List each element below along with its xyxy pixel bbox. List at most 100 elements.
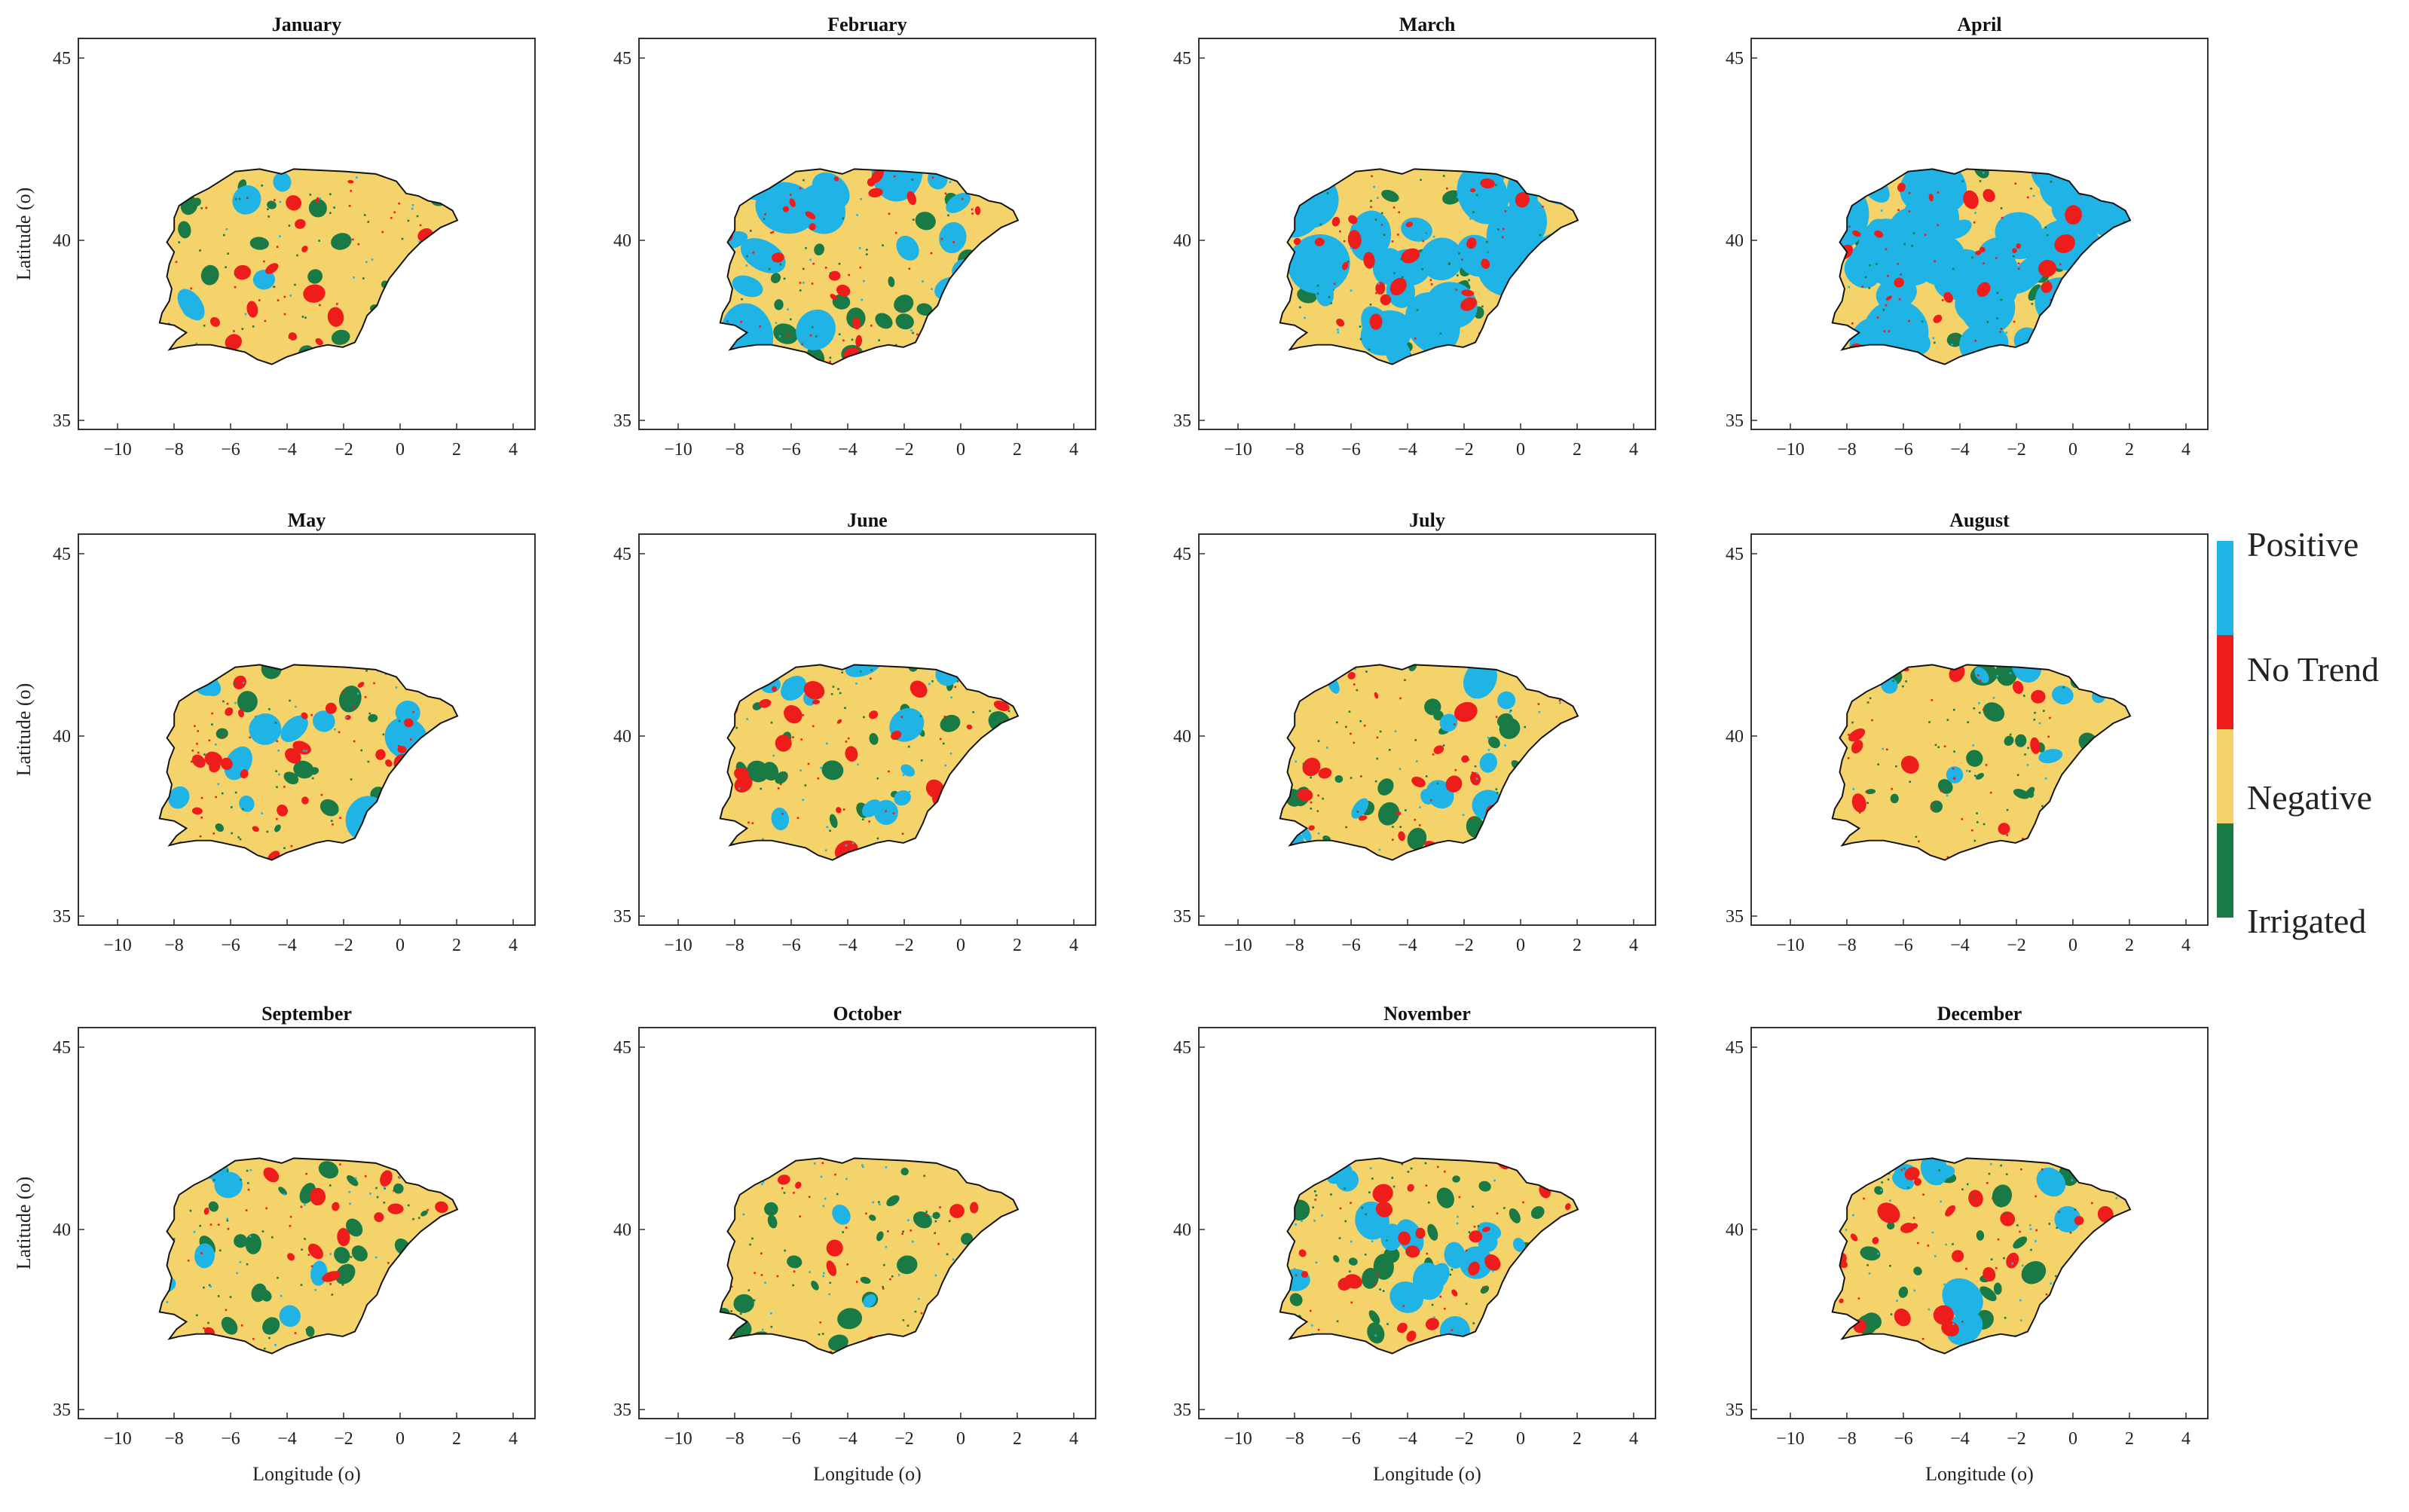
- speckle: [411, 807, 414, 810]
- speckle: [239, 1260, 242, 1263]
- no-trend-patch: [301, 712, 308, 719]
- positive-patch: [423, 769, 450, 796]
- speckle: [2001, 216, 2004, 219]
- speckle: [1559, 701, 1561, 704]
- speckle: [1961, 818, 1964, 820]
- irrigated-patch: [2015, 734, 2027, 747]
- speckle: [760, 787, 763, 790]
- no-trend-patch: [1301, 1271, 1309, 1278]
- speckle: [829, 773, 832, 776]
- positive-patch: [194, 1243, 216, 1269]
- speckle: [226, 702, 229, 705]
- x-tick-label: −10: [1776, 440, 1805, 460]
- no-trend-patch: [295, 218, 306, 229]
- positive-patch: [1420, 237, 1463, 281]
- panel-title: August: [1949, 509, 2010, 531]
- speckle: [2122, 779, 2125, 782]
- speckle: [876, 192, 879, 195]
- speckle: [973, 1253, 976, 1256]
- speckle: [219, 1182, 222, 1185]
- speckle: [367, 221, 370, 223]
- speckle: [1869, 697, 1872, 700]
- x-tick-label: −8: [1285, 936, 1304, 955]
- positive-patch: [781, 676, 807, 701]
- speckle: [295, 705, 297, 708]
- speckle: [1339, 1207, 1342, 1210]
- no-trend-patch: [1358, 815, 1368, 821]
- speckle: [1484, 670, 1487, 673]
- speckle: [1452, 353, 1455, 356]
- no-trend-patch: [263, 1167, 280, 1183]
- speckle: [1868, 1272, 1871, 1275]
- speckle: [2069, 1231, 2072, 1234]
- speckle: [1416, 309, 1419, 311]
- no-trend-patch: [2109, 335, 2124, 347]
- speckle: [781, 828, 784, 831]
- speckle: [1931, 1231, 1934, 1234]
- speckle: [760, 1274, 763, 1276]
- positive-patch: [1933, 249, 1986, 300]
- speckle: [1436, 1165, 1439, 1168]
- irrigated-patch: [961, 1233, 974, 1245]
- speckle: [1573, 231, 1575, 234]
- no-trend-patch: [240, 769, 249, 779]
- speckle: [2006, 808, 2009, 811]
- y-tick-label: 45: [1173, 49, 1191, 69]
- irrigated-patch: [811, 1281, 819, 1291]
- x-tick-label: 0: [956, 1429, 965, 1449]
- axes-frame: [1750, 38, 2209, 430]
- speckle: [1561, 805, 1564, 808]
- speckle: [1903, 1167, 1906, 1170]
- no-trend-patch: [1481, 258, 1490, 269]
- no-trend-patch: [836, 807, 842, 814]
- speckle: [1961, 1321, 1964, 1323]
- speckle: [1928, 721, 1931, 723]
- speckle: [289, 1215, 292, 1218]
- no-trend-patch: [344, 715, 351, 720]
- speckle: [1006, 735, 1009, 738]
- speckle: [1876, 179, 1879, 182]
- speckle: [1470, 817, 1473, 820]
- irrigated-patch: [2114, 808, 2131, 835]
- speckle: [799, 1215, 802, 1217]
- speckle: [2062, 790, 2065, 793]
- no-trend-patch: [2065, 205, 2082, 225]
- no-trend-patch: [403, 310, 419, 327]
- irrigated-patch: [773, 323, 798, 344]
- speckle: [209, 1285, 212, 1287]
- speckle: [952, 1258, 955, 1260]
- no-trend-patch: [2088, 261, 2102, 273]
- no-trend-patch: [1468, 1261, 1480, 1276]
- speckle: [1561, 255, 1564, 258]
- speckle: [1848, 225, 1851, 228]
- speckle: [1358, 1348, 1360, 1351]
- speckle: [357, 243, 360, 246]
- speckle: [989, 710, 992, 713]
- speckle: [2110, 1290, 2112, 1293]
- speckle: [1539, 234, 1542, 237]
- speckle: [1393, 1185, 1396, 1188]
- y-tick-label: 40: [613, 231, 631, 251]
- speckle: [1971, 829, 1973, 832]
- legend: Positive No Trend Negative Irrigated: [2217, 525, 2379, 940]
- speckle: [398, 744, 400, 747]
- speckle: [1556, 1258, 1559, 1261]
- speckle: [764, 1281, 766, 1284]
- speckle: [234, 683, 236, 686]
- irrigated-patch: [2057, 1309, 2073, 1324]
- no-trend-patch: [1851, 740, 1863, 754]
- speckle: [1008, 722, 1010, 724]
- speckle: [1852, 1214, 1854, 1217]
- x-tick-label: 2: [1013, 1429, 1022, 1449]
- no-trend-patch: [795, 1181, 802, 1189]
- speckle: [1992, 697, 1995, 699]
- no-trend-patch: [836, 719, 842, 724]
- speckle: [923, 1174, 926, 1178]
- speckle: [741, 298, 743, 301]
- speckle: [249, 1168, 252, 1171]
- speckle: [2091, 1202, 2093, 1205]
- no-trend-patch: [399, 323, 406, 333]
- speckle: [289, 295, 292, 297]
